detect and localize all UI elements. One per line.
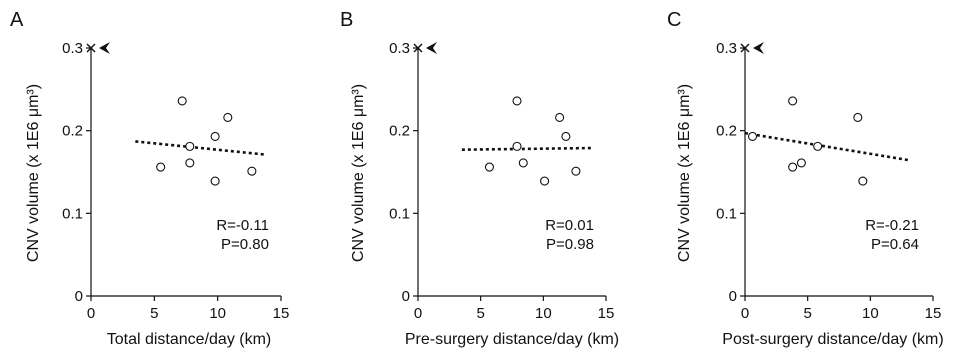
- p-value: P=0.64: [871, 236, 919, 253]
- marker-x-stroke: [740, 43, 750, 53]
- x-tick-label: 10: [209, 305, 226, 322]
- y-tick-label: 0.1: [716, 205, 737, 222]
- data-point: [540, 176, 550, 186]
- trend-line: [744, 131, 911, 162]
- data-point: [788, 162, 798, 172]
- data-point: [518, 158, 528, 168]
- marker-x-arrow: [740, 42, 764, 54]
- r-value: R=-0.21: [865, 217, 919, 234]
- p-value: P=0.80: [221, 236, 269, 253]
- data-point: [210, 131, 220, 142]
- r-value: R=0.01: [545, 217, 594, 234]
- x-tick-label: 15: [273, 305, 290, 322]
- y-tick-label: 0.2: [716, 123, 737, 140]
- y-tick-label: 0.3: [716, 40, 737, 57]
- x-tick-label: 5: [803, 305, 811, 322]
- data-point: [185, 158, 195, 168]
- x-tick-label: 10: [862, 305, 879, 322]
- data-point: [813, 141, 823, 151]
- y-tick-label: 0: [75, 288, 83, 305]
- arrowhead-icon: [426, 42, 437, 54]
- trend-line: [461, 146, 594, 151]
- y-tick-label: 0.2: [62, 123, 83, 140]
- data-point: [185, 141, 195, 151]
- panel-b: B CNV volume (x 1E6 μm³) Pre-surgery dis…: [340, 9, 619, 348]
- y-tick-label: 0.1: [389, 205, 410, 222]
- y-tick-label: 0.3: [389, 40, 410, 57]
- trend-line: [135, 140, 266, 156]
- x-tick-label: 5: [476, 305, 484, 322]
- y-tick-label: 0.2: [389, 123, 410, 140]
- data-point: [561, 131, 571, 142]
- y-axis-label: CNV volume (x 1E6 μm³): [25, 84, 42, 262]
- data-point: [247, 166, 257, 176]
- r-value: R=-0.11: [216, 217, 269, 234]
- panel-a: A CNV volume (x 1E6 μm³) Total distance/…: [10, 9, 289, 348]
- data-point: [223, 112, 233, 122]
- data-point: [484, 162, 494, 172]
- marker-x-stroke: [86, 43, 96, 53]
- data-point: [747, 131, 758, 142]
- y-tick-label: 0.1: [62, 205, 83, 222]
- x-axis-label: Total distance/day (km): [107, 331, 272, 348]
- data-point: [512, 96, 522, 106]
- marker-x-arrow: [86, 42, 110, 54]
- x-tick-label: 15: [925, 305, 942, 322]
- x-axis-label: Pre-surgery distance/day (km): [405, 331, 619, 348]
- panel-letter: A: [10, 9, 24, 31]
- y-tick-label: 0: [729, 288, 737, 305]
- x-tick-label: 0: [414, 305, 422, 322]
- data-point: [796, 158, 806, 168]
- data-point: [210, 176, 220, 186]
- data-point: [788, 96, 798, 106]
- data-point: [853, 112, 863, 122]
- data-point: [156, 162, 166, 172]
- panel-c: C CNV volume (x 1E6 μm³) Post-surgery di…: [667, 9, 944, 348]
- marker-x-stroke: [413, 43, 423, 53]
- y-tick-label: 0: [402, 288, 410, 305]
- x-tick-label: 10: [535, 305, 552, 322]
- data-point: [177, 96, 187, 106]
- x-tick-label: 0: [87, 305, 95, 322]
- marker-x-arrow: [413, 42, 437, 54]
- data-point: [555, 112, 565, 122]
- data-point: [512, 141, 522, 151]
- p-value: P=0.98: [546, 236, 594, 253]
- y-axis-label: CNV volume (x 1E6 μm³): [676, 84, 693, 262]
- x-tick-label: 5: [150, 305, 158, 322]
- panel-letter: B: [340, 9, 353, 31]
- x-axis-label: Post-surgery distance/day (km): [722, 331, 943, 348]
- data-point: [858, 176, 868, 186]
- data-point: [571, 166, 581, 176]
- x-tick-label: 15: [598, 305, 615, 322]
- arrowhead-icon: [99, 42, 110, 54]
- x-tick-label: 0: [741, 305, 749, 322]
- panel-letter: C: [667, 9, 681, 31]
- y-tick-label: 0.3: [62, 40, 83, 57]
- y-axis-label: CNV volume (x 1E6 μm³): [350, 84, 367, 262]
- arrowhead-icon: [753, 42, 764, 54]
